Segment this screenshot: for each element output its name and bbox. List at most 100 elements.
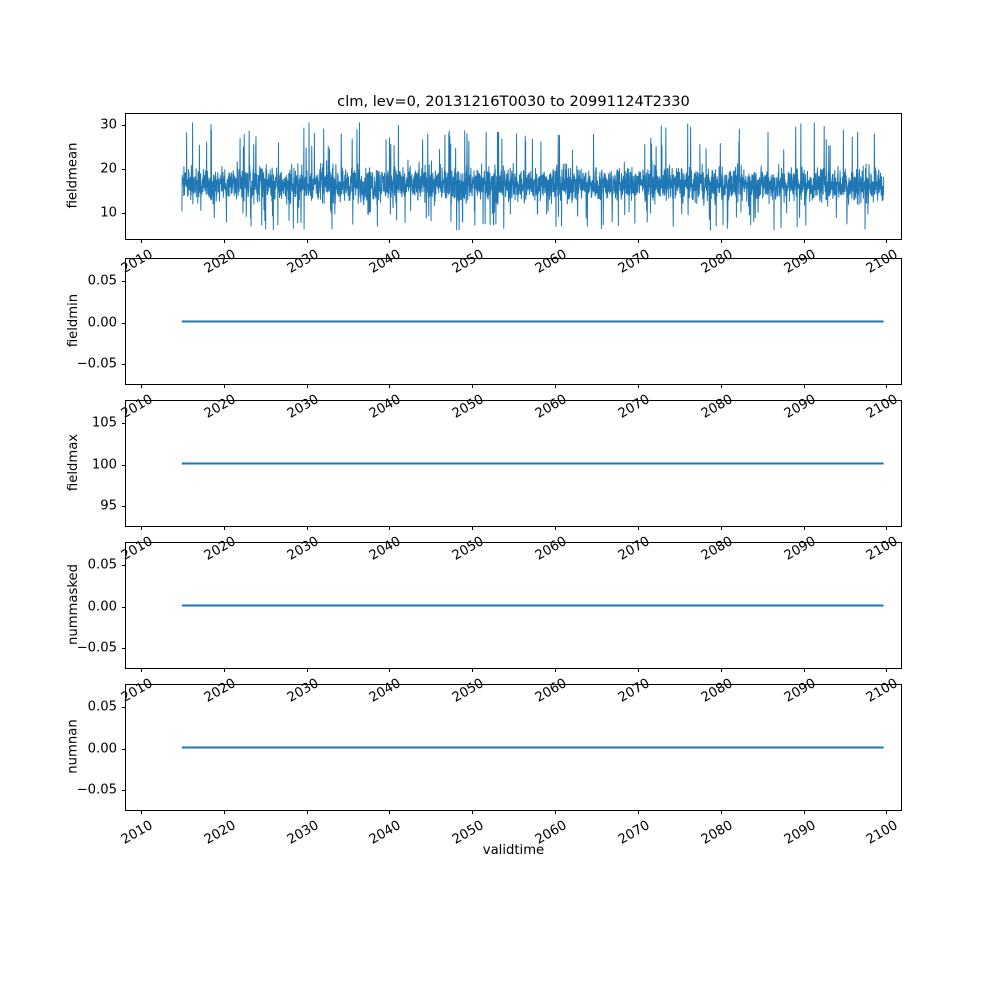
y-tick-label: 95 [100, 498, 117, 514]
y-tick-mark [122, 363, 126, 365]
x-tick-mark [389, 239, 391, 243]
series-fieldmin [181, 320, 884, 323]
x-tick-mark [472, 668, 474, 672]
x-tick-mark [389, 810, 391, 814]
y-axis-label-numnan: numnan [65, 718, 81, 774]
y-tick-mark [122, 464, 126, 466]
y-tick-label: 0.05 [87, 699, 117, 715]
x-tick-mark [886, 384, 888, 388]
plot-area-nummasked [126, 543, 901, 668]
plot-area-fieldmax [126, 401, 901, 526]
x-tick-mark [472, 384, 474, 388]
y-tick-mark [122, 748, 126, 750]
x-tick-mark [389, 668, 391, 672]
x-tick-mark [140, 810, 142, 814]
x-tick-mark [720, 239, 722, 243]
y-tick-label: −0.05 [76, 356, 117, 372]
y-tick-label: 0.00 [87, 599, 117, 614]
x-tick-mark [886, 668, 888, 672]
plot-area-fieldmin [126, 259, 901, 384]
subplot-nummasked: −0.05 0.00 0.05 [77, 542, 902, 672]
x-tick-mark [223, 384, 225, 388]
x-tick-mark [223, 239, 225, 243]
x-tick-mark [637, 384, 639, 388]
figure-title: clm, lev=0, 20131216T0030 to 20991124T23… [337, 93, 690, 110]
x-tick-mark [803, 668, 805, 672]
x-tick-mark [720, 526, 722, 530]
y-tick-mark [122, 505, 126, 507]
x-tick-mark [886, 239, 888, 243]
x-tick-mark [637, 810, 639, 814]
y-tick-mark [122, 212, 126, 214]
y-tick-label: 0.05 [87, 273, 117, 289]
y-tick-mark [122, 707, 126, 709]
x-tick-mark [306, 668, 308, 672]
y-tick-label: 105 [91, 415, 117, 431]
x-tick-mark [886, 810, 888, 814]
x-tick-mark [886, 526, 888, 530]
y-tick-mark [122, 423, 126, 425]
x-tick-mark [140, 239, 142, 243]
subplot-fieldmin: −0.05 0.00 0.05 [77, 258, 902, 388]
x-tick-mark [555, 384, 557, 388]
y-tick-mark [122, 647, 126, 649]
x-tick-mark [223, 810, 225, 814]
x-tick-mark [306, 239, 308, 243]
x-tick-mark [803, 526, 805, 530]
x-axis-label: validtime [482, 843, 545, 858]
y-tick-label: 0.05 [87, 557, 117, 573]
y-tick-label: −0.05 [76, 640, 117, 656]
x-tick-mark [140, 384, 142, 388]
x-tick-mark [803, 810, 805, 814]
y-tick-label: 30 [100, 117, 117, 133]
y-axis-label-fieldmean: fieldmean [65, 142, 81, 208]
x-tick-mark [306, 810, 308, 814]
x-tick-mark [223, 526, 225, 530]
y-tick-mark [122, 168, 126, 170]
x-tick-mark [555, 668, 557, 672]
series-fieldmean [181, 122, 885, 231]
y-tick-label: 10 [100, 205, 117, 221]
x-tick-mark [223, 668, 225, 672]
x-tick-mark [803, 384, 805, 388]
x-tick-mark [637, 526, 639, 530]
y-tick-mark [122, 606, 126, 608]
x-tick-mark [637, 668, 639, 672]
x-tick-mark [472, 810, 474, 814]
x-tick-mark [389, 384, 391, 388]
y-axis-label-fieldmax: fieldmax [65, 433, 81, 491]
x-tick-mark [472, 526, 474, 530]
series-fieldmax [181, 462, 884, 465]
x-tick-mark [389, 526, 391, 530]
y-tick-mark [122, 322, 126, 324]
plot-area-numnan [126, 685, 901, 810]
subplot-numnan: −0.05 0.00 0.05 [77, 684, 902, 814]
x-tick-mark [306, 384, 308, 388]
y-tick-label: 0.00 [87, 315, 117, 330]
x-tick-mark [803, 239, 805, 243]
y-axis-label-fieldmin: fieldmin [65, 293, 81, 347]
series-numnan [181, 746, 884, 749]
x-tick-mark [140, 668, 142, 672]
x-tick-mark [637, 239, 639, 243]
y-tick-label: 20 [100, 161, 117, 177]
x-tick-mark [472, 239, 474, 243]
x-tick-mark [720, 810, 722, 814]
y-tick-label: 100 [91, 457, 117, 472]
x-tick-mark [140, 526, 142, 530]
y-tick-mark [122, 789, 126, 791]
y-tick-label: −0.05 [76, 782, 117, 798]
plot-area-fieldmean [126, 114, 901, 239]
y-tick-mark [122, 124, 126, 126]
y-tick-mark [122, 565, 126, 567]
y-axis-label-nummasked: nummasked [65, 563, 81, 645]
subplot-fieldmax: 95 100 105 [92, 400, 902, 530]
series-nummasked [181, 604, 884, 607]
subplot-fieldmean: 10 20 30 [100, 113, 902, 243]
x-tick-mark [555, 810, 557, 814]
x-tick-mark [555, 526, 557, 530]
x-tick-mark [555, 239, 557, 243]
x-tick-mark [720, 668, 722, 672]
y-tick-mark [122, 281, 126, 283]
